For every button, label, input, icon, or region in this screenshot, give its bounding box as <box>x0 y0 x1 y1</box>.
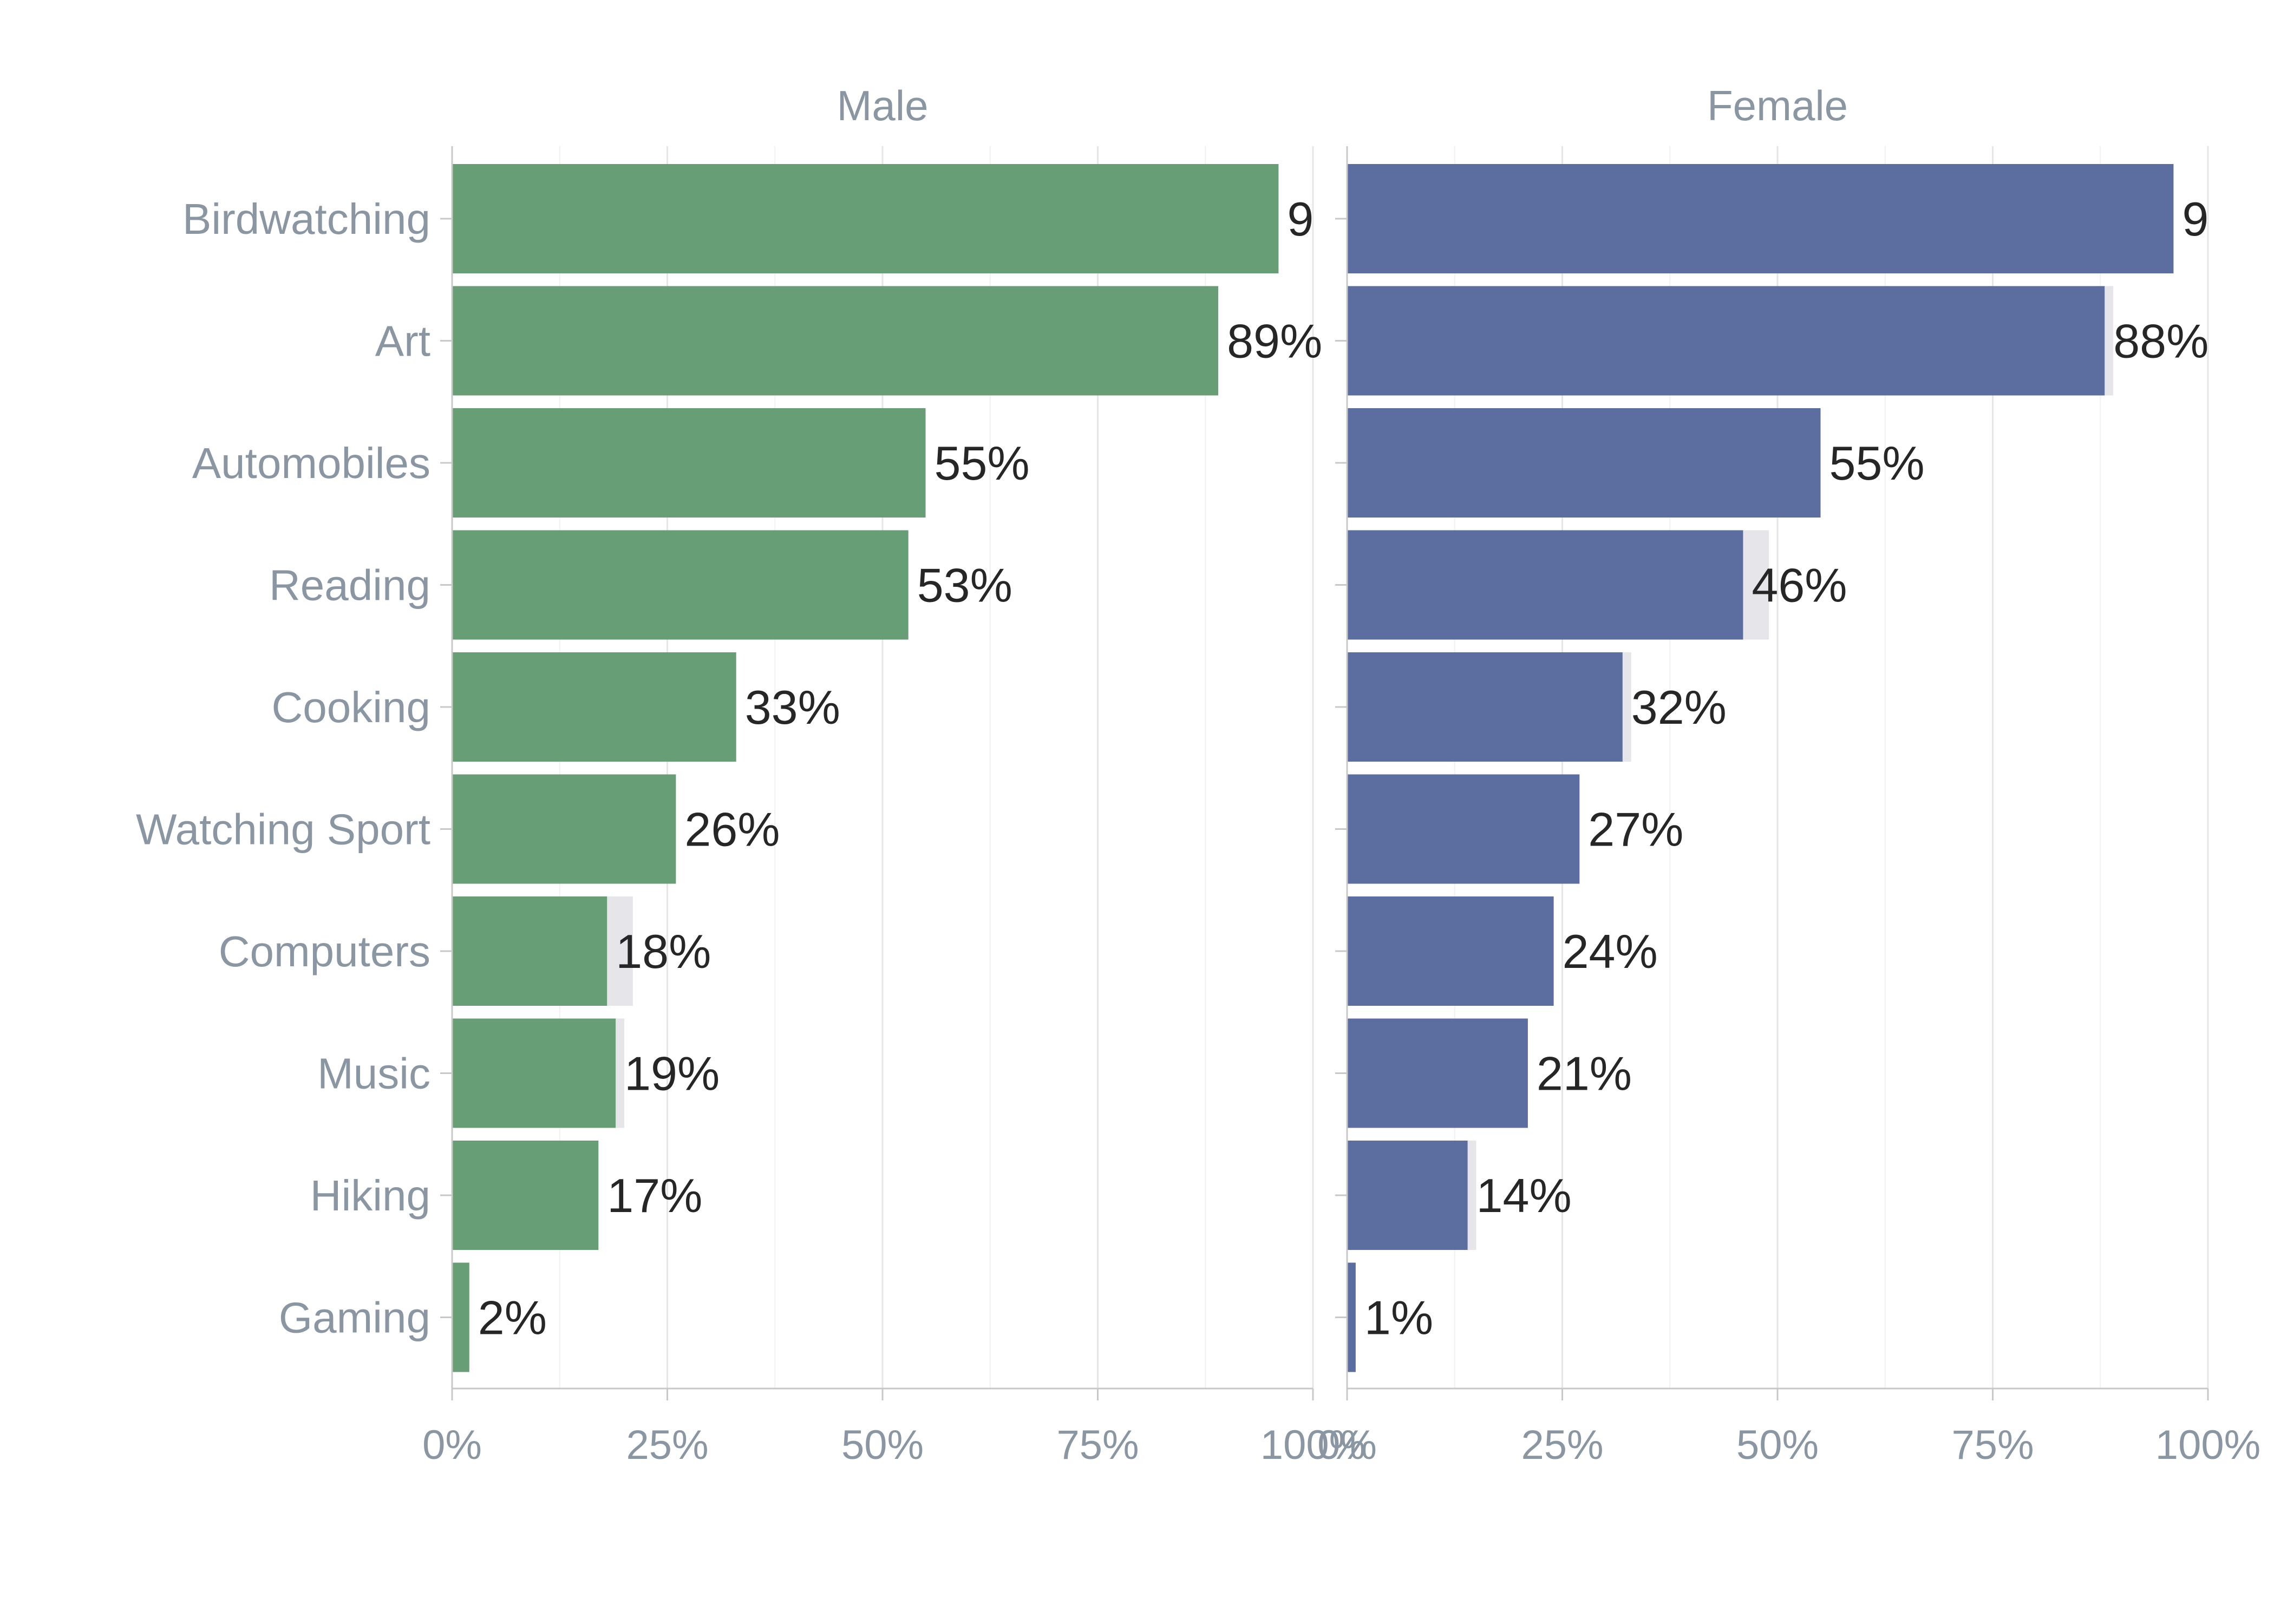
value-label-female-computers: 24% <box>1563 925 1658 978</box>
bar-female-music <box>1347 1018 1528 1128</box>
facet-female: Female 9 88% 55% 46% 32% 27% 24% 21% 14% 1% 0% 25% 50… <box>1317 82 2260 1468</box>
value-label-male-music: 19% <box>624 1047 720 1101</box>
bar-male-reading <box>452 530 909 640</box>
value-label-female-birdwatching: 9 <box>2182 192 2208 246</box>
category-label-art: Art <box>375 317 430 365</box>
bar-female-reading <box>1347 530 1743 640</box>
bar-female-gaming <box>1347 1262 1356 1372</box>
x-tick-label-male-4: 100% <box>1260 1422 1365 1468</box>
value-label-male-cooking: 33% <box>745 680 840 734</box>
x-tick-label-female-3: 75% <box>1951 1422 2034 1468</box>
category-label-reading: Reading <box>269 561 430 610</box>
x-tick-label-male-0: 0% <box>422 1422 482 1468</box>
facet-male: Male 9 89% 55% 53% 33% 26% 18% 19% 17% 2% 0% 25% 50% 7… <box>422 82 1365 1468</box>
value-label-female-reading: 46% <box>1752 559 1847 612</box>
bar-male-computers <box>452 896 607 1006</box>
x-tick-label-male-2: 50% <box>841 1422 924 1468</box>
value-label-female-hiking: 14% <box>1476 1169 1572 1222</box>
value-label-male-watching-sport: 26% <box>684 803 780 856</box>
value-label-male-automobiles: 55% <box>935 436 1030 490</box>
category-label-computers: Computers <box>219 927 430 975</box>
value-label-female-automobiles: 55% <box>1829 436 1925 490</box>
category-labels: Birdwatching Art Automobiles Reading Cooking… <box>136 195 430 1342</box>
bar-male-hiking <box>452 1141 599 1250</box>
facet-title-female: Female <box>1707 82 1848 129</box>
bar-female-computers <box>1347 896 1554 1006</box>
value-label-female-watching-sport: 27% <box>1588 803 1683 856</box>
category-label-cooking: Cooking <box>271 683 430 731</box>
x-tick-label-male-3: 75% <box>1056 1422 1139 1468</box>
category-label-birdwatching: Birdwatching <box>182 195 430 243</box>
bar-male-gaming <box>452 1262 469 1372</box>
x-tick-label-male-1: 25% <box>626 1422 708 1468</box>
facet-title-male: Male <box>837 82 928 129</box>
value-label-male-birdwatching: 9 <box>1287 192 1314 246</box>
value-label-male-art: 89% <box>1227 315 1322 368</box>
x-tick-label-female-1: 25% <box>1521 1422 1603 1468</box>
value-label-male-hiking: 17% <box>607 1169 702 1222</box>
bar-female-hiking <box>1347 1141 1468 1250</box>
bar-female-cooking <box>1347 652 1623 762</box>
bar-male-birdwatching <box>452 164 1279 273</box>
value-label-female-music: 21% <box>1537 1047 1632 1101</box>
x-tick-label-female-2: 50% <box>1736 1422 1819 1468</box>
bar-female-art <box>1347 286 2105 396</box>
category-label-gaming: Gaming <box>279 1294 430 1342</box>
value-label-male-computers: 18% <box>616 925 711 978</box>
category-label-watching-sport: Watching Sport <box>136 806 430 854</box>
bar-female-automobiles <box>1347 408 1821 518</box>
bar-male-cooking <box>452 652 736 762</box>
value-label-male-gaming: 2% <box>478 1291 547 1345</box>
bar-male-automobiles <box>452 408 926 518</box>
value-label-male-reading: 53% <box>917 559 1012 612</box>
bar-male-art <box>452 286 1219 396</box>
category-label-hiking: Hiking <box>310 1171 430 1220</box>
facets: Male 9 89% 55% 53% 33% 26% 18% 19% 17% 2% 0% 25% 50% 7… <box>422 82 2260 1468</box>
value-label-female-gaming: 1% <box>1364 1291 1433 1345</box>
bar-female-birdwatching <box>1347 164 2174 273</box>
bar-male-music <box>452 1018 616 1128</box>
value-label-female-cooking: 32% <box>1631 680 1727 734</box>
category-label-music: Music <box>317 1050 430 1098</box>
bar-female-watching-sport <box>1347 774 1580 884</box>
x-tick-label-female-4: 100% <box>2155 1422 2260 1468</box>
value-label-female-art: 88% <box>2113 315 2208 368</box>
bar-male-watching-sport <box>452 774 676 884</box>
x-tick-label-female-0: 0% <box>1317 1422 1377 1468</box>
category-label-automobiles: Automobiles <box>192 439 430 487</box>
